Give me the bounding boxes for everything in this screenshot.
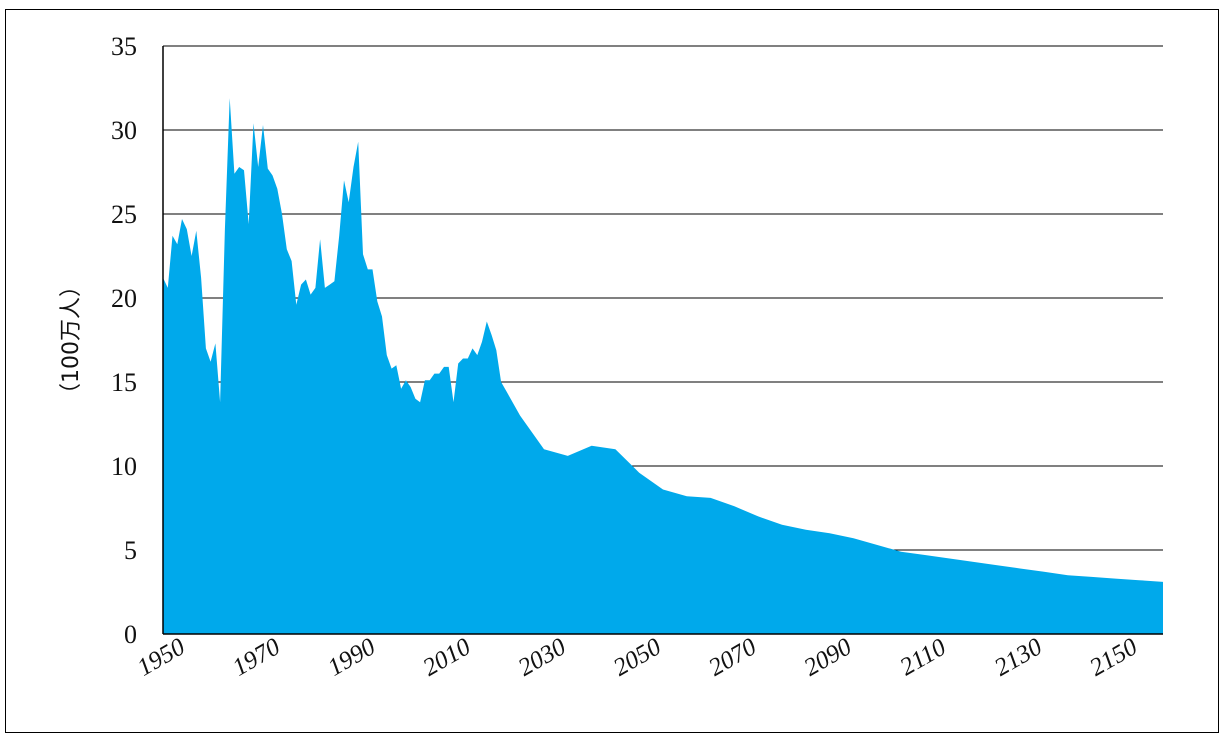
x-tick-label: 2030 bbox=[514, 633, 571, 682]
x-tick-label: 2090 bbox=[800, 633, 857, 682]
x-tick-label: 2130 bbox=[990, 633, 1047, 682]
x-tick-label: 2150 bbox=[1085, 633, 1142, 682]
y-tick-label: 20 bbox=[111, 284, 137, 313]
y-tick-label: 5 bbox=[124, 536, 137, 565]
area-fill bbox=[163, 98, 1163, 635]
x-tick-label: 2070 bbox=[704, 633, 761, 682]
y-tick-label: 0 bbox=[124, 620, 137, 649]
y-tick-label: 25 bbox=[111, 200, 137, 229]
y-tick-label: 15 bbox=[111, 368, 137, 397]
x-tick-label: 2010 bbox=[419, 633, 476, 682]
y-tick-label: 30 bbox=[111, 116, 137, 145]
chart-frame bbox=[5, 9, 1219, 733]
x-tick-label: 1990 bbox=[323, 633, 380, 682]
y-tick-label: 10 bbox=[111, 452, 137, 481]
x-tick-labels: 1950 1970 1990 2010 2030 2050 2070 2090 2110 2130… bbox=[133, 633, 1143, 682]
y-tick-labels: 0 5 10 15 20 25 30 35 bbox=[111, 32, 137, 649]
x-tick-label: 1950 bbox=[133, 633, 190, 682]
area-series bbox=[163, 98, 1163, 635]
y-axis-label: （100万人） bbox=[59, 275, 84, 405]
y-tick-label: 35 bbox=[111, 32, 137, 61]
x-tick-label: 1970 bbox=[228, 633, 285, 682]
x-tick-label: 2050 bbox=[609, 633, 666, 682]
x-tick-label: 2110 bbox=[896, 634, 952, 682]
